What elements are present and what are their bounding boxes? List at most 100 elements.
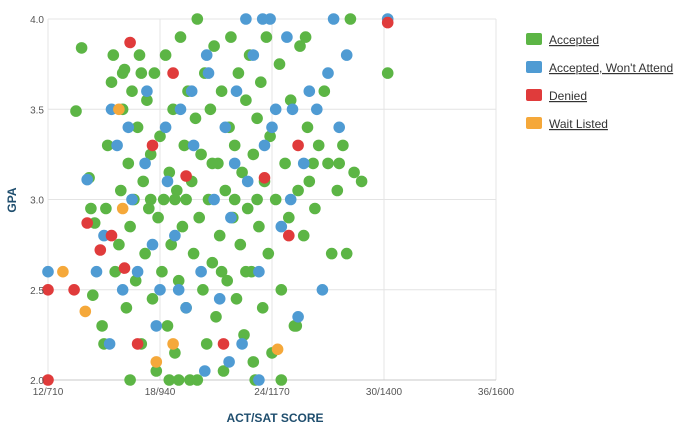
- denied-point: [292, 139, 304, 152]
- accepted-point: [70, 105, 82, 117]
- accepted-won-t-attend-point: [236, 338, 248, 350]
- wait-listed-point: [116, 202, 129, 215]
- x-axis-title: ACT/SAT SCORE: [226, 411, 323, 425]
- accepted-point: [331, 184, 344, 197]
- accepted-point: [221, 274, 233, 287]
- accepted-point: [210, 311, 222, 323]
- accepted-won-t-attend-point: [253, 374, 265, 386]
- accepted-won-t-attend-point: [322, 67, 334, 79]
- accepted-won-t-attend-point: [223, 356, 235, 368]
- legend-label-denied[interactable]: Denied: [549, 89, 587, 103]
- accepted-won-t-attend-point: [269, 103, 282, 116]
- accepted-point: [234, 238, 247, 251]
- accepted-point: [96, 320, 108, 332]
- y-tick-label: 4.0: [30, 15, 44, 26]
- accepted-point: [253, 220, 265, 233]
- accepted-won-t-attend-point: [159, 121, 172, 134]
- accepted-point: [307, 157, 319, 170]
- denied-point: [105, 229, 118, 242]
- accepted-point: [189, 112, 202, 125]
- accepted-point: [105, 76, 118, 88]
- accepted-won-t-attend-point: [174, 103, 187, 116]
- accepted-point: [187, 247, 200, 260]
- accepted-point: [148, 67, 161, 79]
- accepted-won-t-attend-point: [316, 284, 329, 296]
- legend-label-accepted-won-t-attend[interactable]: Accepted, Won't Attend: [549, 61, 673, 75]
- accepted-won-t-attend-point: [199, 365, 211, 377]
- accepted-won-t-attend-point: [172, 284, 185, 296]
- accepted-point: [100, 202, 112, 215]
- accepted-point: [144, 148, 157, 161]
- accepted-point: [284, 94, 297, 106]
- accepted-point: [241, 202, 254, 215]
- accepted-point: [251, 112, 263, 125]
- accepted-point: [139, 247, 151, 260]
- accepted-won-t-attend-point: [333, 121, 346, 134]
- accepted-point: [247, 148, 260, 161]
- accepted-won-t-attend-point: [258, 139, 271, 152]
- wait-listed-point: [271, 343, 284, 356]
- accepted-won-t-attend-point: [180, 302, 192, 314]
- accepted-point: [260, 31, 273, 43]
- legend-label-wait-listed[interactable]: Wait Listed: [549, 117, 608, 131]
- wait-listed-point: [113, 103, 125, 116]
- accepted-point: [219, 184, 232, 197]
- accepted-point: [143, 202, 155, 215]
- accepted-point: [87, 289, 99, 302]
- accepted-won-t-attend-point: [161, 175, 174, 188]
- accepted-point: [146, 293, 159, 305]
- accepted-point: [273, 58, 286, 70]
- accepted-point: [113, 238, 125, 251]
- accepted-point: [176, 220, 189, 233]
- y-axis-title: GPA: [5, 187, 19, 212]
- accepted-point: [204, 103, 217, 116]
- accepted-point: [163, 166, 176, 179]
- wait-listed-point: [150, 356, 163, 368]
- accepted-point: [309, 202, 321, 215]
- accepted-point: [301, 121, 314, 134]
- accepted-won-t-attend-point: [340, 49, 353, 61]
- accepted-point: [340, 247, 353, 260]
- accepted-won-t-attend-point: [208, 193, 220, 206]
- accepted-point: [292, 184, 304, 197]
- accepted-point: [126, 85, 138, 97]
- accepted-point: [120, 302, 133, 314]
- wait-listed-point: [79, 305, 92, 318]
- accepted-point: [318, 85, 331, 97]
- accepted-point: [240, 94, 252, 106]
- accepted-point: [169, 347, 181, 359]
- accepted-won-t-attend-point: [213, 293, 226, 305]
- accepted-won-t-attend-point: [42, 265, 54, 278]
- accepted-point: [171, 184, 183, 197]
- x-tick-label: 36/1600: [478, 387, 515, 398]
- accepted-point: [124, 220, 136, 233]
- denied-point: [118, 262, 131, 274]
- accepted-point: [163, 374, 176, 386]
- accepted-point: [133, 49, 146, 61]
- accepted-point: [355, 175, 368, 188]
- accepted-won-t-attend-point: [122, 121, 135, 134]
- denied-point: [180, 170, 192, 182]
- accepted-won-t-attend-point: [185, 85, 198, 97]
- accepted-point: [215, 85, 228, 97]
- accepted-point: [236, 166, 248, 179]
- accepted-won-t-attend-point: [131, 265, 144, 278]
- y-tick-label: 3.5: [30, 105, 44, 116]
- accepted-point: [303, 175, 316, 188]
- accepted-point: [322, 157, 334, 170]
- accepted-won-t-attend-point: [303, 85, 316, 97]
- y-tick-label: 2.0: [30, 376, 44, 387]
- accepted-point: [206, 157, 219, 170]
- denied-point: [124, 36, 136, 49]
- y-tick-label: 2.5: [30, 286, 44, 297]
- accepted-won-t-attend-point: [154, 284, 166, 296]
- legend-label-accepted[interactable]: Accepted: [549, 33, 599, 47]
- accepted-won-t-attend-point: [225, 211, 237, 224]
- accepted-point: [165, 238, 177, 251]
- denied-point: [42, 374, 54, 386]
- accepted-point: [247, 356, 260, 368]
- accepted-point: [174, 31, 187, 43]
- accepted-won-t-attend-point: [200, 49, 213, 61]
- accepted-won-t-attend-point: [284, 193, 297, 206]
